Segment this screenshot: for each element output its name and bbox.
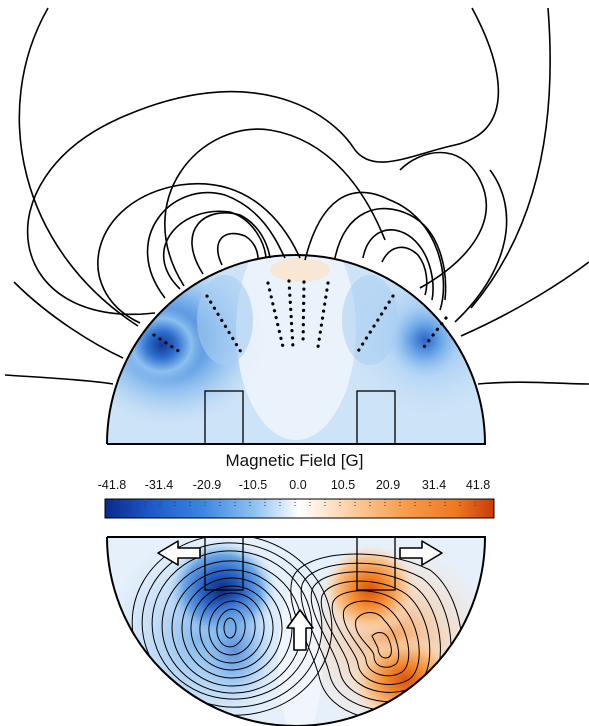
upper-hemisphere bbox=[4, 7, 589, 445]
lower-left-box bbox=[204, 536, 244, 591]
colorbar-tick-label: 41.8 bbox=[465, 478, 491, 492]
colorbar-tick-labels: -41.8 -31.4 -20.9 -10.5 0.0 10.5 20.9 31… bbox=[0, 478, 589, 494]
colorbar-gradient bbox=[104, 498, 495, 519]
colorbar-title: Magnetic Field [G] bbox=[225, 451, 364, 470]
flow-arrow-right-icon bbox=[399, 540, 443, 566]
lower-right-box bbox=[356, 536, 396, 591]
colorbar-tick-marks bbox=[114, 499, 476, 506]
colorbar bbox=[104, 498, 495, 519]
dotted-streaks bbox=[152, 279, 448, 355]
field-lines bbox=[4, 7, 589, 385]
flow-arrow-left-icon bbox=[157, 540, 201, 566]
colorbar-tick-label: 31.4 bbox=[421, 478, 447, 492]
lower-hemisphere bbox=[106, 536, 487, 726]
colorbar-tick-label: -31.4 bbox=[144, 478, 174, 492]
colorbar-tick-label: 20.9 bbox=[375, 478, 401, 492]
colorbar-tick-label: 10.5 bbox=[330, 478, 356, 492]
colorbar-tick-label: -10.5 bbox=[238, 478, 268, 492]
colorbar-tick-label: 0.0 bbox=[289, 478, 307, 492]
colorbar-tick-label: -41.8 bbox=[97, 478, 127, 492]
upper-hemisphere-outline bbox=[106, 254, 487, 445]
upper-right-box bbox=[356, 390, 396, 445]
upper-left-box bbox=[204, 390, 244, 445]
colorbar-tick-label: -20.9 bbox=[192, 478, 222, 492]
flow-arrow-up-icon bbox=[286, 609, 314, 651]
